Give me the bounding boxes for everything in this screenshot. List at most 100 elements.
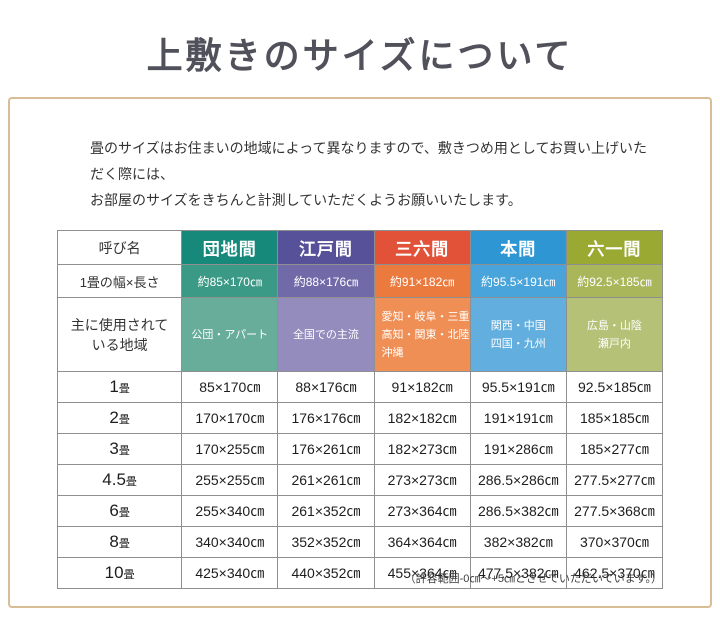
value-cell-r5-c3: 273×364㎝ xyxy=(373,495,471,527)
value-cell-r5-c4: 286.5×382㎝ xyxy=(469,495,567,527)
value-cell-r6-c2: 352×352㎝ xyxy=(277,526,375,558)
table-row: 6畳 255×340㎝ 261×352㎝ 273×364㎝ 286.5×382㎝ 277.… xyxy=(56,495,664,527)
value-cell-r1-c3: 91×182㎝ xyxy=(373,371,471,403)
tatami-size-table: 呼び名 団地間 江戸間 三六間 本間 六一間 1畳の幅×長さ 約85×170㎝ 約88×176㎝… xyxy=(56,230,664,589)
column-header-2: 江戸間 xyxy=(277,230,375,265)
value-cell-r4-c3: 273×273㎝ xyxy=(373,464,471,496)
value-cell-r6-c1: 340×340㎝ xyxy=(181,526,279,558)
region-line: 関西・中国 xyxy=(490,319,546,332)
column-header-4: 本間 xyxy=(469,230,567,265)
row-label-unit: 畳 xyxy=(118,538,130,550)
regions-row-label: 主に使用されて いる地域 xyxy=(56,297,183,372)
value-cell-r5-c5: 277.5×368㎝ xyxy=(565,495,664,527)
region-line: 愛知・岐阜・三重 xyxy=(381,310,470,323)
region-line: 四国・九州 xyxy=(490,337,546,350)
row-label-unit: 畳 xyxy=(118,383,130,395)
region-cell-3: 愛知・岐阜・三重 高知・関東・北陸 沖縄 xyxy=(373,297,471,372)
intro-text: 畳のサイズはお住まいの地域によって異なりますので、敷きつめ用としてお買い上げいた… xyxy=(90,135,650,213)
table-row: 3畳 170×255㎝ 176×261㎝ 182×273㎝ 191×286㎝ 185×27… xyxy=(56,433,664,465)
info-box: 畳のサイズはお住まいの地域によって異なりますので、敷きつめ用としてお買い上げいた… xyxy=(8,97,712,608)
table-row: 2畳 170×170㎝ 176×176㎝ 182×182㎝ 191×191㎝ 185×18… xyxy=(56,402,664,434)
value-cell-r7-c3: 455×364㎝ xyxy=(373,557,471,589)
value-cell-r5-c1: 255×340㎝ xyxy=(181,495,279,527)
value-cell-r4-c4: 286.5×286㎝ xyxy=(469,464,567,496)
value-cell-r7-c2: 440×352㎝ xyxy=(277,557,375,589)
size-cell-4: 約95.5×191㎝ xyxy=(469,264,567,298)
value-cell-r1-c1: 85×170㎝ xyxy=(181,371,279,403)
row-label-unit: 畳 xyxy=(123,569,135,581)
row-label: 4.5畳 xyxy=(56,464,183,496)
region-cell-1: 公団・アパート xyxy=(181,297,279,372)
value-cell-r1-c2: 88×176㎝ xyxy=(277,371,375,403)
column-header-3: 三六間 xyxy=(373,230,471,265)
regions-row-label-line: いる地域 xyxy=(91,336,148,353)
size-cell-3: 約91×182㎝ xyxy=(373,264,471,298)
value-cell-r1-c4: 95.5×191㎝ xyxy=(469,371,567,403)
page-title: 上敷きのサイズについて xyxy=(146,35,574,77)
value-cell-r3-c4: 191×286㎝ xyxy=(469,433,567,465)
value-cell-r4-c2: 261×261㎝ xyxy=(277,464,375,496)
value-cell-r7-c4: 477.5×382㎝ xyxy=(469,557,567,589)
value-cell-r4-c5: 277.5×277㎝ xyxy=(565,464,664,496)
table-header-row: 呼び名 団地間 江戸間 三六間 本間 六一間 xyxy=(56,230,664,265)
region-line: 瀬戸内 xyxy=(597,337,631,350)
region-line: 公団・アパート xyxy=(191,328,269,341)
table-row: 8畳 340×340㎝ 352×352㎝ 364×364㎝ 382×382㎝ 370×37… xyxy=(56,526,664,558)
value-cell-r3-c5: 185×277㎝ xyxy=(565,433,664,465)
row-label: 3畳 xyxy=(56,433,183,465)
size-cell-1: 約85×170㎝ xyxy=(181,264,279,298)
row-label-number: 10 xyxy=(104,563,124,582)
value-cell-r3-c1: 170×255㎝ xyxy=(181,433,279,465)
regions-row-label-line: 主に使用されて xyxy=(70,316,169,333)
value-cell-r2-c5: 185×185㎝ xyxy=(565,402,664,434)
row-label-number: 3 xyxy=(109,439,119,458)
value-cell-r2-c3: 182×182㎝ xyxy=(373,402,471,434)
value-cell-r2-c2: 176×176㎝ xyxy=(277,402,375,434)
table-row: 10畳 425×340㎝ 440×352㎝ 455×364㎝ 477.5×382㎝ 462… xyxy=(56,557,664,589)
row-label-unit: 畳 xyxy=(125,476,137,488)
size-cell-2: 約88×176㎝ xyxy=(277,264,375,298)
value-cell-r4-c1: 255×255㎝ xyxy=(181,464,279,496)
corner-header: 呼び名 xyxy=(56,230,183,265)
region-line: 沖縄 xyxy=(381,346,404,359)
value-cell-r6-c5: 370×370㎝ xyxy=(565,526,664,558)
row-label: 1畳 xyxy=(56,371,183,403)
row-label: 8畳 xyxy=(56,526,183,558)
row-label: 2畳 xyxy=(56,402,183,434)
intro-line-1: 畳のサイズはお住まいの地域によって異なりますので、敷きつめ用としてお買い上げいた… xyxy=(90,140,648,182)
table-row: 1畳 85×170㎝ 88×176㎝ 91×182㎝ 95.5×191㎝ 92.5×185… xyxy=(56,371,664,403)
tatami-size-row: 1畳の幅×長さ 約85×170㎝ 約88×176㎝ 約91×182㎝ 約95.5×191… xyxy=(56,264,664,298)
value-cell-r3-c3: 182×273㎝ xyxy=(373,433,471,465)
value-cell-r6-c3: 364×364㎝ xyxy=(373,526,471,558)
region-line: 広島・山陰 xyxy=(586,319,642,332)
value-cell-r2-c1: 170×170㎝ xyxy=(181,402,279,434)
region-cell-4: 関西・中国四国・九州 xyxy=(469,297,567,372)
row-label-unit: 畳 xyxy=(118,445,130,457)
row-label: 10畳 xyxy=(56,557,183,589)
row-label: 6畳 xyxy=(56,495,183,527)
row-label-unit: 畳 xyxy=(118,507,130,519)
region-cell-5: 広島・山陰 瀬戸内 xyxy=(565,297,664,372)
column-header-1: 団地間 xyxy=(181,230,279,265)
value-cell-r7-c5: 462.5×370㎝ xyxy=(565,557,664,589)
region-line: 高知・関東・北陸 xyxy=(381,328,470,341)
tolerance-footnote: （許容範囲-0㎝～+5㎝とさせていただいています。） xyxy=(404,573,662,585)
region-line: 全国での主流 xyxy=(292,328,359,341)
intro-line-2: お部屋のサイズをきちんと計測していただくようお願いいたします。 xyxy=(90,192,522,208)
table-row: 4.5畳 255×255㎝ 261×261㎝ 273×273㎝ 286.5×286㎝ 27… xyxy=(56,464,664,496)
size-row-label: 1畳の幅×長さ xyxy=(56,264,183,298)
size-cell-5: 約92.5×185㎝ xyxy=(565,264,664,298)
value-cell-r2-c4: 191×191㎝ xyxy=(469,402,567,434)
row-label-unit: 畳 xyxy=(118,414,130,426)
value-cell-r7-c1: 425×340㎝ xyxy=(181,557,279,589)
value-cell-r6-c4: 382×382㎝ xyxy=(469,526,567,558)
row-label-number: 1 xyxy=(109,377,119,396)
row-label-number: 2 xyxy=(109,408,119,427)
value-cell-r1-c5: 92.5×185㎝ xyxy=(565,371,664,403)
value-cell-r3-c2: 176×261㎝ xyxy=(277,433,375,465)
row-label-number: 6 xyxy=(109,501,119,520)
row-label-number: 8 xyxy=(109,532,119,551)
regions-row: 主に使用されて いる地域 公団・アパート 全国での主流 愛知・岐阜・三重 高知・関東・北陸… xyxy=(56,297,664,372)
value-cell-r5-c2: 261×352㎝ xyxy=(277,495,375,527)
column-header-5: 六一間 xyxy=(565,230,664,265)
